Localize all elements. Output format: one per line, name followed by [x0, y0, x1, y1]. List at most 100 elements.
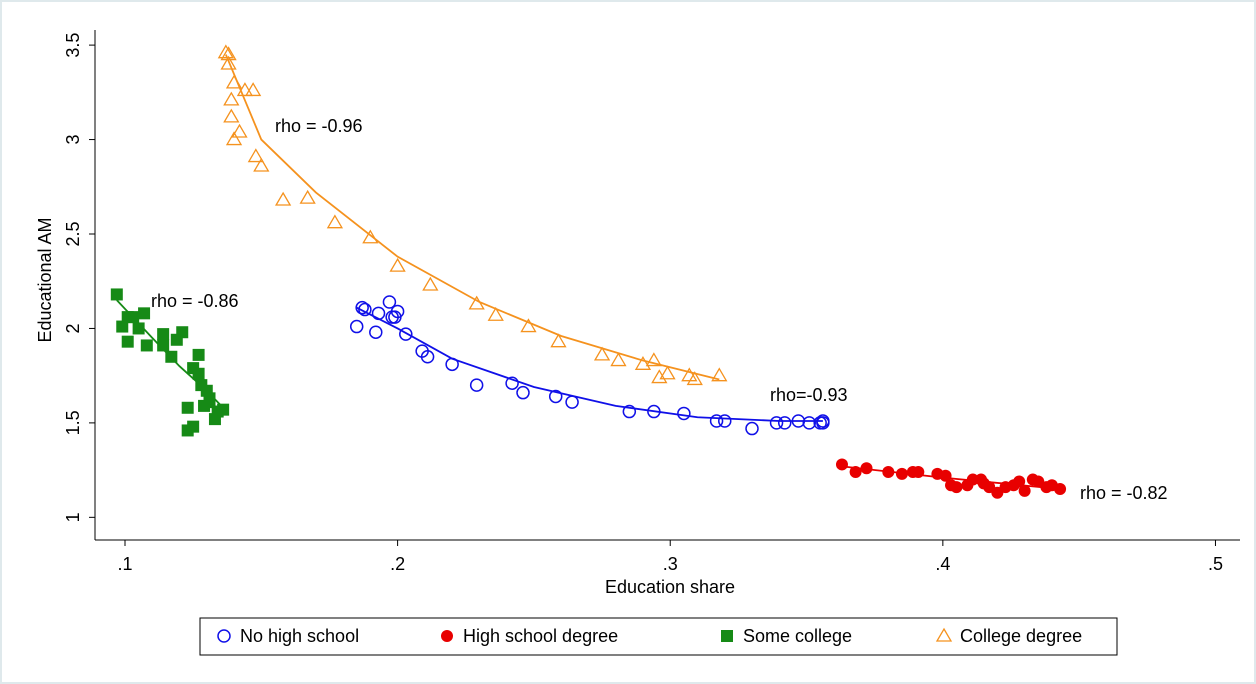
point — [157, 328, 170, 341]
point — [220, 46, 237, 61]
legend-label: College degree — [960, 626, 1082, 646]
y-tick-label: 2 — [63, 323, 83, 333]
point — [651, 369, 668, 384]
y-tick-label: 2.5 — [63, 221, 83, 246]
annotation: rho = -0.86 — [151, 291, 239, 311]
legend-label: Some college — [743, 626, 852, 646]
point — [422, 276, 439, 291]
point — [223, 108, 240, 123]
point — [274, 191, 292, 206]
point — [516, 385, 530, 400]
point — [299, 189, 316, 204]
point — [231, 123, 248, 138]
point — [777, 416, 792, 430]
point — [659, 365, 676, 380]
x-tick-label: .3 — [663, 554, 678, 574]
point — [223, 91, 240, 106]
point — [217, 403, 230, 416]
y-tick-label: 3.5 — [63, 33, 83, 58]
point — [622, 404, 637, 419]
point — [882, 466, 895, 478]
point — [593, 346, 611, 361]
legend-marker — [217, 629, 231, 643]
y-tick-label: 1 — [63, 512, 83, 522]
point — [468, 295, 485, 310]
point — [138, 307, 151, 320]
point — [192, 367, 205, 380]
point — [445, 357, 459, 372]
point — [1054, 483, 1067, 495]
point — [718, 414, 732, 428]
point — [849, 466, 862, 478]
legend-marker — [935, 627, 953, 642]
point — [1018, 484, 1031, 497]
legend-label: High school degree — [463, 626, 618, 646]
point — [140, 339, 153, 352]
point — [686, 371, 703, 386]
point — [181, 401, 194, 414]
point — [610, 352, 627, 367]
annotation: rho = -0.96 — [275, 116, 363, 136]
point — [860, 462, 873, 475]
x-tick-label: .4 — [935, 554, 950, 574]
x-axis-title: Education share — [605, 577, 735, 597]
point — [399, 327, 413, 341]
point — [390, 304, 405, 319]
point — [244, 82, 262, 97]
point — [220, 55, 237, 70]
point — [187, 420, 200, 433]
point — [709, 414, 724, 428]
point — [487, 306, 504, 321]
point — [835, 458, 848, 471]
point — [769, 416, 784, 430]
point — [362, 229, 379, 244]
point — [677, 406, 691, 421]
point — [645, 352, 663, 367]
point — [1013, 475, 1026, 488]
legend-box — [199, 617, 1118, 656]
point — [939, 469, 952, 482]
point — [217, 44, 234, 59]
y-tick-label: 1.5 — [63, 410, 83, 435]
fit-line — [225, 54, 720, 381]
point — [349, 319, 364, 334]
point — [165, 350, 178, 363]
point — [157, 339, 170, 352]
point — [895, 467, 908, 480]
point — [389, 257, 406, 272]
point — [745, 421, 759, 436]
point — [711, 367, 728, 382]
point — [634, 356, 652, 370]
point — [548, 389, 563, 404]
point — [912, 466, 925, 478]
point — [358, 302, 372, 317]
point — [802, 416, 817, 430]
point — [253, 157, 270, 172]
point — [225, 74, 243, 89]
point — [420, 350, 435, 364]
point — [132, 322, 145, 335]
point — [121, 335, 134, 348]
point — [176, 326, 189, 339]
point — [816, 414, 830, 428]
point — [326, 214, 344, 229]
x-tick-label: .1 — [117, 554, 132, 574]
point — [127, 311, 140, 324]
point — [116, 320, 129, 333]
x-tick-label: .2 — [390, 554, 405, 574]
point — [520, 318, 537, 333]
point — [791, 414, 806, 428]
point — [225, 131, 243, 146]
point — [565, 395, 579, 409]
point — [203, 396, 216, 409]
annotation: rho = -0.82 — [1080, 483, 1168, 503]
point — [110, 288, 123, 301]
point — [369, 325, 383, 339]
legend-marker — [721, 630, 733, 642]
point — [236, 82, 254, 97]
annotation: rho=-0.93 — [770, 385, 848, 405]
point — [505, 376, 519, 390]
